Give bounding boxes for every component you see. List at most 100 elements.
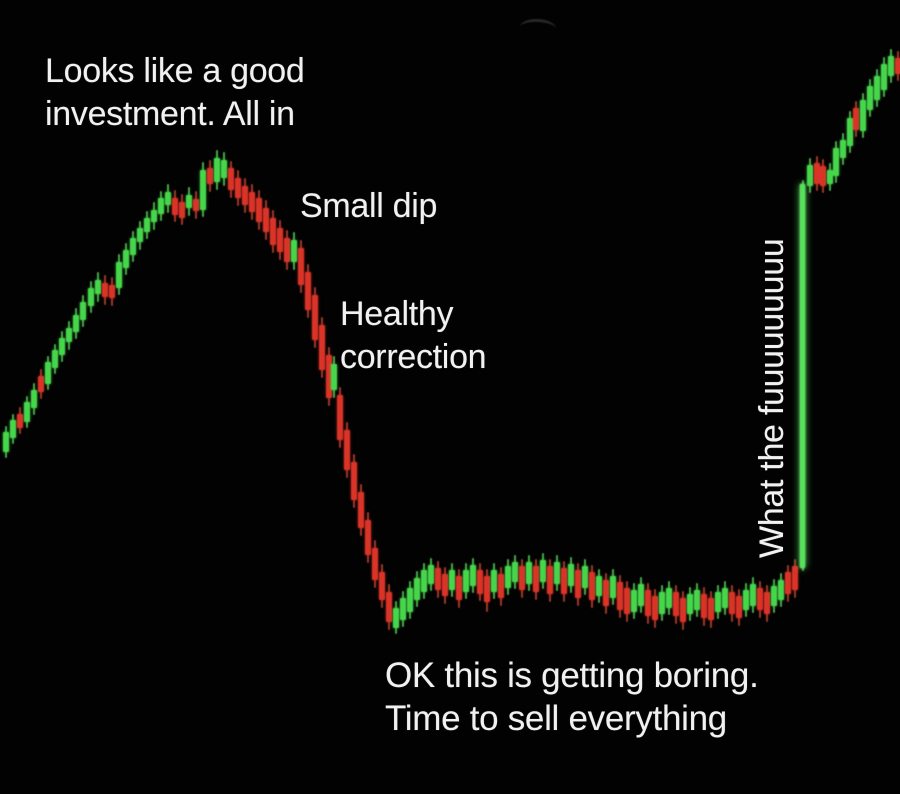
annotation-line: Looks like a good [45,52,305,90]
green-candle [470,565,476,586]
red-candle [764,592,770,614]
green-candle [186,195,192,208]
red-candle [312,295,318,340]
red-candle [617,582,623,610]
red-candle [228,168,234,190]
red-candle [652,596,658,620]
green-candle [610,576,616,598]
red-candle [179,202,185,218]
red-candle [249,192,255,212]
red-candle [729,592,735,614]
red-candle [575,570,581,598]
red-candle [242,186,248,205]
annotation-line: investment. All in [45,95,295,133]
red-candle [298,248,304,285]
green-candle [130,238,136,255]
red-candle [256,198,262,222]
red-candle [757,588,763,610]
green-candle [165,192,171,205]
red-candle [235,178,241,198]
red-candle [792,566,798,590]
green-candle [715,592,721,612]
red-candle [519,566,525,590]
red-candle [435,568,441,590]
red-candle [193,199,199,211]
green-candle [874,76,880,100]
red-candle [17,414,23,428]
annotation-line: OK this is getting boring. [385,656,759,695]
green-candle [24,402,30,422]
green-candle [554,562,560,584]
green-candle [491,570,497,592]
red-candle [561,568,567,594]
annotation-line: Healthy [340,295,454,333]
red-candle [456,576,462,600]
red-candle [533,566,539,592]
green-candle [867,86,873,110]
green-candle [694,590,700,610]
green-candle [428,565,434,584]
annotation-getting-boring: OK this is getting boring. Time to sell … [385,654,759,740]
green-candle [421,570,427,592]
green-candle [88,288,94,306]
red-candle [372,548,378,580]
red-candle [736,596,742,618]
red-candle [102,283,108,297]
green-candle [407,588,413,612]
red-candle [326,355,332,398]
green-candle [778,580,784,600]
red-candle [484,576,490,602]
green-candle [291,240,297,262]
green-candle [568,564,574,586]
red-candle [351,462,357,500]
green-candle [526,562,532,584]
red-candle [547,566,553,594]
red-candle [207,168,213,184]
green-candle [59,338,65,355]
green-candle [881,64,887,90]
red-candle [853,108,859,130]
green-candle [722,588,728,608]
annotation-healthy-correction: Healthy correction [340,293,487,379]
green-candle [116,262,122,288]
green-candle [666,588,672,608]
red-candle [673,592,679,616]
green-candle [505,566,511,588]
red-candle [645,590,651,616]
green-candle [860,100,866,131]
red-candle [284,238,290,262]
red-candle [358,492,364,528]
green-candle [73,315,79,332]
red-candle [38,376,44,392]
green-candle [888,56,894,76]
green-candle [151,210,157,222]
green-candle [596,576,602,596]
green-candle [847,118,853,146]
red-candle [785,572,791,594]
red-candle [814,163,820,184]
green-candle [200,170,206,210]
annotation-line: What the fuuuuuuuuu [753,238,791,558]
red-candle [477,570,483,594]
red-candle [337,395,343,440]
red-candle [895,58,900,74]
red-candle [277,228,283,252]
red-candle [386,592,392,622]
green-candle [540,560,546,582]
green-candle [743,590,749,610]
green-candle [137,228,143,242]
red-candle [109,285,115,298]
green-candle [95,280,101,294]
red-candle [701,594,707,618]
red-candle [708,598,714,620]
green-candle [414,578,420,600]
green-candle [631,590,637,612]
green-candle [827,170,833,184]
red-candle [498,574,504,598]
green-candle [512,562,518,582]
green-candle [66,328,72,342]
green-candle [582,566,588,588]
red-candle [263,208,269,232]
green-candle [638,584,644,606]
